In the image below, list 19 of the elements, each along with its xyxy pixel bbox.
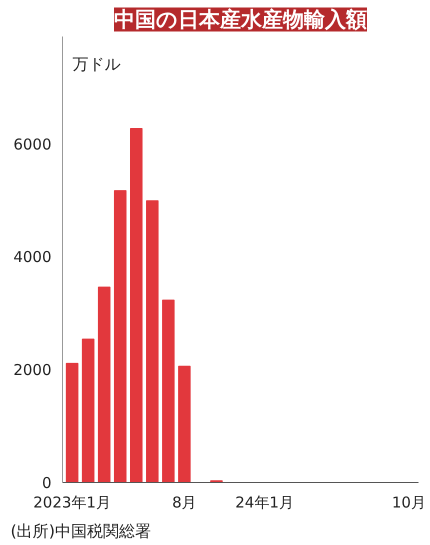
bar (82, 338, 94, 482)
bar (66, 362, 78, 482)
y-tick-label: 2000 (13, 361, 52, 380)
bar (178, 366, 191, 482)
y-tick-label: 6000 (13, 135, 52, 154)
bar (162, 300, 175, 482)
text: (出所)中国税関総署 (10, 522, 151, 540)
y-axis-title: 万ドル (72, 54, 120, 74)
y-tick-label: 4000 (13, 248, 52, 266)
bar (146, 200, 159, 482)
bar (130, 128, 143, 482)
x-tick-label: 10月 (392, 494, 426, 512)
bar (114, 190, 127, 482)
chart-title: 中国の日本産水産物輸入額 (114, 8, 367, 32)
x-tick-label: 8月 (172, 494, 197, 512)
y-tick-label: 0 (42, 474, 52, 492)
x-tick-label: 2023年1月 (33, 494, 111, 512)
bar (98, 286, 110, 482)
x-tick-label: 24年1月 (235, 494, 294, 512)
